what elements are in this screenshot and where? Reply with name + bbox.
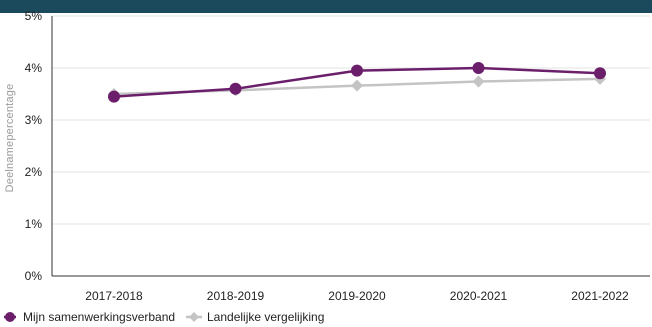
top-header-bar — [0, 0, 652, 13]
y-tick-label: 5% — [25, 9, 43, 23]
data-point-mijn-samenwerkingsverband — [472, 62, 485, 74]
y-tick-label: 2% — [25, 165, 43, 179]
x-tick-label: 2018-2019 — [207, 289, 265, 303]
data-point-mijn-samenwerkingsverband — [108, 90, 120, 103]
x-tick-label: 2021-2022 — [571, 289, 629, 303]
legend-label: Mijn samenwerkingsverband — [23, 310, 175, 324]
data-point-landelijke-vergelijking — [351, 79, 363, 92]
data-point-mijn-samenwerkingsverband — [351, 64, 363, 77]
data-point-landelijke-vergelijking — [472, 75, 485, 88]
y-tick-label: 3% — [25, 113, 43, 127]
data-point-mijn-samenwerkingsverband — [229, 82, 242, 95]
x-tick-label: 2019-2020 — [328, 289, 386, 303]
legend-label: Landelijke vergelijking — [207, 310, 324, 324]
legend-marker-mijn-samenwerkingsverband — [5, 312, 15, 322]
data-point-mijn-samenwerkingsverband — [594, 67, 606, 80]
legend-marker-landelijke-vergelijking — [189, 312, 199, 322]
y-tick-label: 4% — [25, 61, 43, 75]
y-tick-label: 0% — [25, 269, 43, 283]
x-tick-label: 2020-2021 — [450, 289, 508, 303]
x-tick-label: 2017-2018 — [85, 289, 143, 303]
y-axis-title: Deelnamepercentage — [4, 84, 16, 193]
y-tick-label: 1% — [25, 217, 43, 231]
